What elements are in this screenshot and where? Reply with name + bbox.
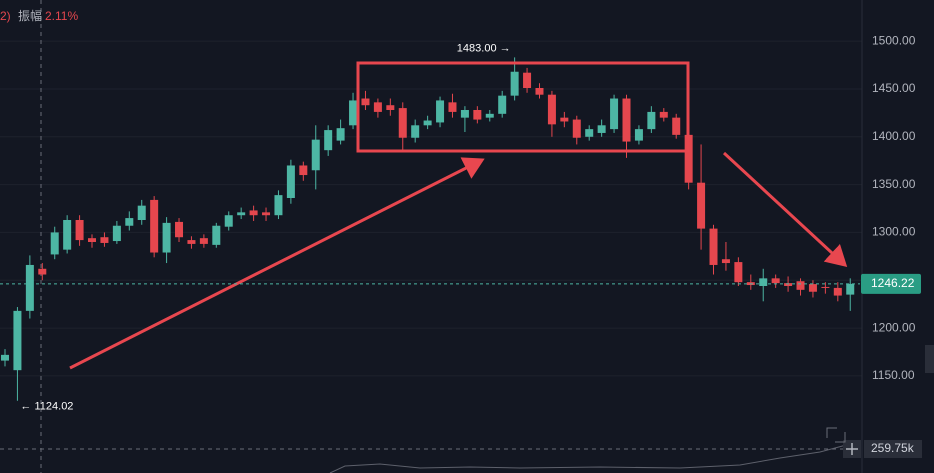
y-tick-label: 1400.00 bbox=[872, 129, 916, 143]
candle-body bbox=[336, 128, 345, 141]
candle-body bbox=[249, 210, 258, 216]
candle-body bbox=[821, 286, 830, 288]
y-tick-label: 1300.00 bbox=[872, 225, 916, 239]
candle-body bbox=[672, 117, 681, 135]
add-icon bbox=[846, 443, 858, 455]
header-prefix: 2) bbox=[0, 9, 11, 23]
candle-body bbox=[808, 284, 817, 292]
highlight-box bbox=[356, 61, 690, 153]
candle-body bbox=[610, 98, 619, 130]
candle-body bbox=[585, 129, 594, 137]
candle-body bbox=[684, 134, 693, 183]
candle-body bbox=[25, 264, 34, 311]
header: 2) 振幅 2.11% bbox=[0, 8, 78, 23]
candle-body bbox=[299, 165, 308, 176]
candle-body bbox=[771, 278, 780, 284]
candle-body bbox=[63, 220, 72, 250]
candle-body bbox=[224, 215, 233, 227]
candle-body bbox=[709, 228, 718, 265]
arrow-up bbox=[69, 157, 485, 370]
candle-body bbox=[622, 98, 631, 142]
y-tick-label: 1200.00 bbox=[872, 320, 916, 334]
candle-body bbox=[162, 222, 171, 253]
candle-body bbox=[560, 117, 569, 122]
arrow-down bbox=[722, 151, 848, 268]
candle-body bbox=[262, 212, 271, 216]
candle-body bbox=[38, 268, 47, 275]
candle-body bbox=[175, 221, 184, 238]
candle-body bbox=[485, 113, 494, 118]
candle-body bbox=[137, 205, 146, 220]
candle-body bbox=[498, 95, 507, 114]
candle-body bbox=[796, 281, 805, 290]
candle-body bbox=[634, 129, 643, 141]
max-label: 1483.00 → bbox=[457, 42, 511, 54]
candle-body bbox=[597, 125, 606, 133]
candle-body bbox=[361, 98, 370, 106]
candle-body bbox=[460, 110, 469, 118]
candle-body bbox=[436, 100, 445, 123]
volume-label: 259.75k bbox=[871, 441, 915, 455]
last-price-label: 1246.22 bbox=[871, 276, 915, 290]
candle-body bbox=[398, 108, 407, 138]
volume-line bbox=[329, 443, 851, 473]
candle-body bbox=[647, 111, 656, 130]
candle-body bbox=[697, 182, 706, 229]
candle-body bbox=[759, 278, 768, 286]
candle-body bbox=[50, 232, 59, 255]
min-label: ← 1124.02 bbox=[20, 401, 73, 413]
candle-body bbox=[510, 71, 519, 96]
candle-body bbox=[846, 283, 855, 295]
candle-body bbox=[286, 165, 295, 198]
amplitude-value: 2.11% bbox=[45, 9, 78, 23]
candle-body bbox=[448, 102, 457, 112]
candle-body bbox=[212, 225, 221, 245]
scroll-handle bbox=[925, 345, 934, 373]
candles bbox=[1, 57, 855, 401]
candle-body bbox=[423, 120, 432, 126]
amplitude-label: 振幅 bbox=[18, 8, 42, 23]
candle-body bbox=[373, 102, 382, 112]
candle-body bbox=[324, 130, 333, 151]
candle-body bbox=[1, 354, 9, 361]
candle-body bbox=[75, 220, 84, 241]
candle-body bbox=[187, 240, 196, 244]
candle-body bbox=[535, 88, 544, 95]
candle-body bbox=[274, 195, 283, 216]
candle-body bbox=[88, 238, 97, 242]
candle-body bbox=[125, 218, 134, 226]
candle-body bbox=[150, 199, 159, 253]
candle-body bbox=[100, 237, 109, 243]
expand-icon bbox=[826, 427, 846, 443]
y-tick-label: 1500.00 bbox=[872, 33, 916, 47]
candle-body bbox=[659, 111, 668, 118]
candle-body bbox=[13, 310, 22, 371]
y-tick-label: 1150.00 bbox=[872, 368, 915, 382]
candle-body bbox=[784, 283, 793, 286]
candle-body bbox=[311, 139, 320, 171]
candle-body bbox=[237, 212, 246, 216]
candle-body bbox=[572, 119, 581, 138]
candle-body bbox=[523, 72, 532, 88]
candle-body bbox=[734, 262, 743, 283]
candle-body bbox=[473, 110, 482, 120]
y-tick-label: 1350.00 bbox=[872, 177, 916, 191]
overlay: 1150.001200.001250.001300.001350.001400.… bbox=[0, 33, 934, 458]
y-tick-label: 1450.00 bbox=[872, 81, 916, 95]
last-price-tag bbox=[861, 273, 921, 294]
volume-tag bbox=[864, 440, 922, 458]
candle-body bbox=[547, 94, 556, 125]
candle-body bbox=[721, 259, 730, 264]
candle-body bbox=[349, 100, 358, 126]
candle-body bbox=[386, 105, 395, 110]
candle-body bbox=[411, 125, 420, 138]
candle-body bbox=[199, 238, 208, 244]
candle-body bbox=[833, 287, 842, 296]
candle-body bbox=[112, 225, 121, 242]
